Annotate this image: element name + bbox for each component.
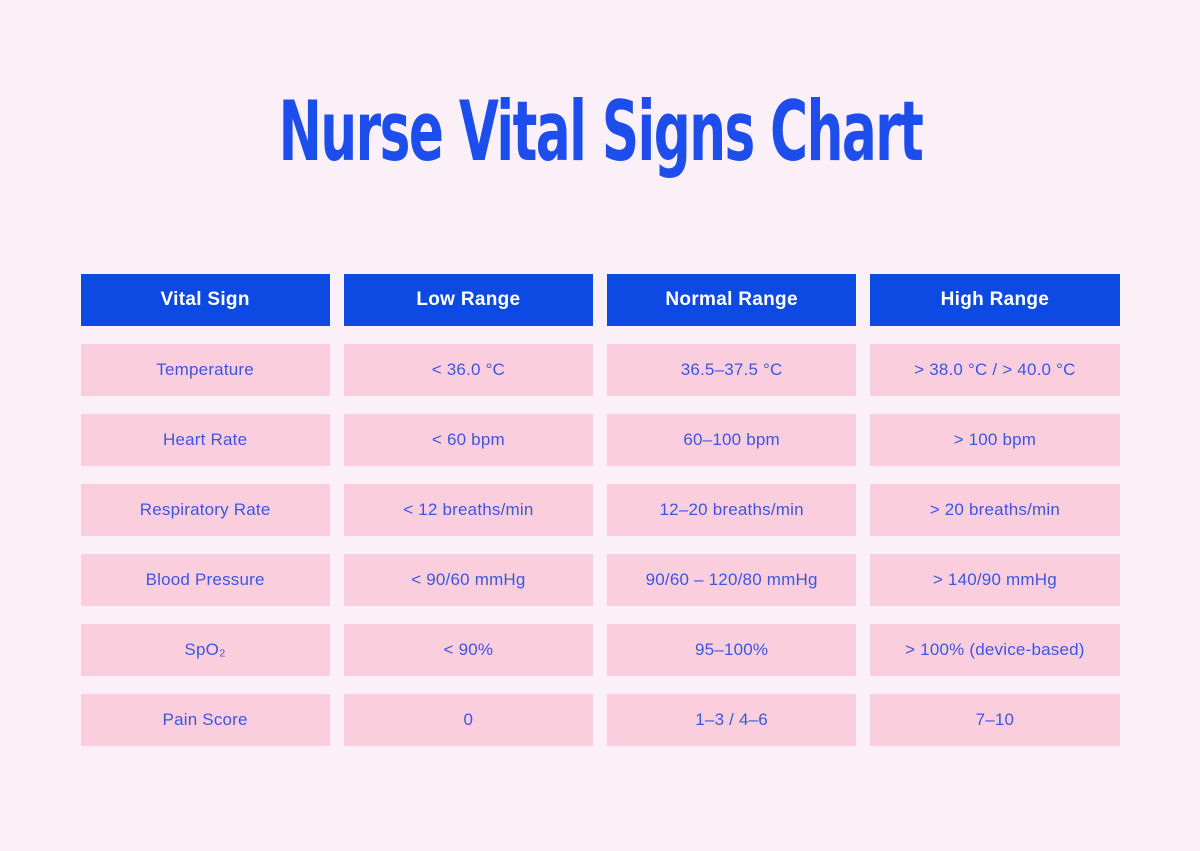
header-vital-sign: Vital Sign <box>80 274 330 326</box>
cell-blood-pressure-low: < 90/60 mmHg <box>343 554 593 606</box>
cell-heart-rate-high: > 100 bpm <box>870 414 1120 466</box>
cell-respiratory-rate-high: > 20 breaths/min <box>870 484 1120 536</box>
header-high-range: High Range <box>870 274 1120 326</box>
cell-pain-score-normal: 1–3 / 4–6 <box>607 694 857 746</box>
cell-pain-score-low: 0 <box>343 694 593 746</box>
vital-signs-table: Vital Sign Low Range Normal Range High R… <box>80 274 1120 746</box>
header-normal-range: Normal Range <box>607 274 857 326</box>
cell-temperature-normal: 36.5–37.5 °C <box>607 344 857 396</box>
cell-blood-pressure-label: Blood Pressure <box>80 554 330 606</box>
cell-pain-score-label: Pain Score <box>80 694 330 746</box>
cell-respiratory-rate-low: < 12 breaths/min <box>343 484 593 536</box>
title-area: Nurse Vital Signs Chart <box>0 0 1200 216</box>
cell-respiratory-rate-normal: 12–20 breaths/min <box>607 484 857 536</box>
cell-spo2-label: SpO₂ <box>80 624 330 676</box>
cell-spo2-normal: 95–100% <box>607 624 857 676</box>
cell-heart-rate-normal: 60–100 bpm <box>607 414 857 466</box>
cell-heart-rate-label: Heart Rate <box>80 414 330 466</box>
cell-heart-rate-low: < 60 bpm <box>343 414 593 466</box>
cell-pain-score-high: 7–10 <box>870 694 1120 746</box>
cell-temperature-low: < 36.0 °C <box>343 344 593 396</box>
page-title: Nurse Vital Signs Chart <box>278 84 923 181</box>
cell-temperature-label: Temperature <box>80 344 330 396</box>
cell-spo2-low: < 90% <box>343 624 593 676</box>
cell-respiratory-rate-label: Respiratory Rate <box>80 484 330 536</box>
cell-blood-pressure-high: > 140/90 mmHg <box>870 554 1120 606</box>
cell-blood-pressure-normal: 90/60 – 120/80 mmHg <box>607 554 857 606</box>
cell-temperature-high: > 38.0 °C / > 40.0 °C <box>870 344 1120 396</box>
header-low-range: Low Range <box>343 274 593 326</box>
cell-spo2-high: > 100% (device-based) <box>870 624 1120 676</box>
